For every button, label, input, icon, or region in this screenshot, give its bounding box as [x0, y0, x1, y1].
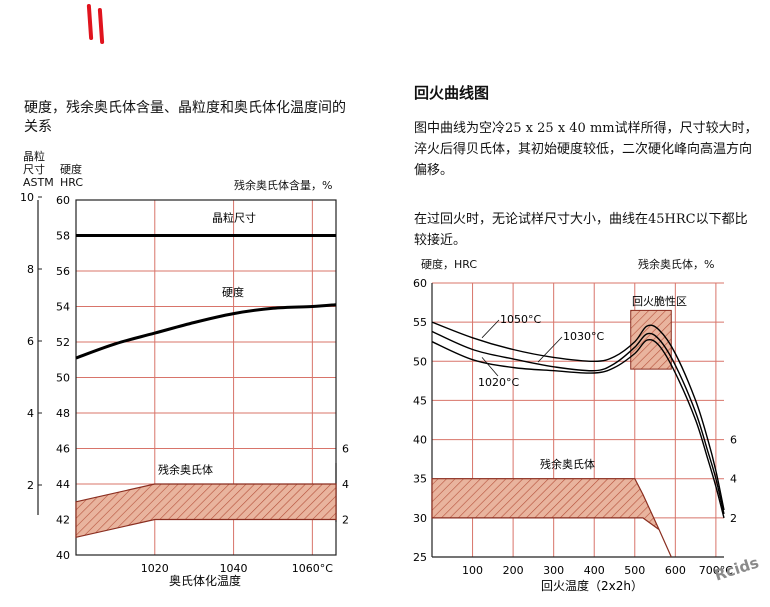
y-tick-label: 54 — [56, 301, 70, 314]
left-series-lines — [75, 233, 337, 360]
retained-tick-label: 6 — [730, 434, 737, 447]
series-label-hardness: 硬度 — [222, 285, 244, 299]
x-tick-label: 1020 — [141, 562, 169, 575]
grain-tick-label: 10 — [20, 191, 34, 204]
y-tick-label: 40 — [413, 434, 427, 447]
grain-tick-label: 8 — [27, 263, 34, 276]
left-retained-axis-label: 残余奥氏体含量，% — [234, 179, 333, 192]
right-retained-axis-label: 残余奥氏体，% — [638, 258, 715, 271]
right-tick-labels: 25 30 35 40 45 50 55 60 100 200 300 400 500 600 700°C 2… — [413, 277, 737, 577]
grain-tick-label: 4 — [27, 407, 34, 420]
series-label-1020: 1020°C — [478, 376, 519, 389]
x-tick-label: 300 — [543, 564, 564, 577]
y-tick-label: 60 — [413, 277, 427, 290]
grain-tick-label: 2 — [27, 479, 34, 492]
tempering-curve-1050 — [431, 321, 725, 511]
right-series-lines — [431, 321, 725, 519]
band-label-retained-austenite-right: 残余奥氏体 — [540, 457, 595, 471]
left-grain-axis-label: 晶粒 尺寸 ASTM — [23, 150, 54, 189]
hardness-curve — [75, 303, 337, 360]
y-tick-label: 45 — [413, 394, 427, 407]
left-retained-austenite-band — [75, 483, 337, 539]
series-label-1030: 1030°C — [563, 330, 604, 343]
left-x-axis-label: 奥氏体化温度 — [169, 573, 241, 588]
retained-tick-label: 2 — [730, 512, 737, 525]
y-tick-label: 25 — [413, 551, 427, 564]
y-tick-label: 55 — [413, 316, 427, 329]
region-label-temper-brittleness: 回火脆性区 — [632, 294, 687, 308]
x-tick-label: 100 — [462, 564, 483, 577]
y-tick-label: 48 — [56, 407, 70, 420]
tempering-curve-1020 — [431, 338, 725, 519]
x-tick-label: 200 — [503, 564, 524, 577]
x-tick-label: 1060°C — [292, 562, 333, 575]
x-tick-label: 500 — [624, 564, 645, 577]
right-x-axis-label: 回火温度（2x2h） — [541, 578, 643, 593]
right-hardness-axis-label: 硬度，HRC — [421, 258, 478, 271]
y-tick-label: 58 — [56, 230, 70, 243]
leader-line-1030 — [537, 336, 563, 363]
y-tick-label: 42 — [56, 514, 70, 527]
y-tick-label: 44 — [56, 478, 70, 491]
band-label-retained-austenite: 残余奥氏体 — [158, 462, 213, 476]
left-hardness-axis-label: 硬度 HRC — [60, 163, 84, 189]
retained-tick-label: 6 — [342, 443, 349, 456]
right-description-paragraph: 图中曲线为空冷25 x 25 x 40 mm试样所得，尺寸较大时，淬火后得贝氏体… — [414, 121, 758, 178]
leader-line-1050 — [481, 319, 500, 339]
y-tick-label: 52 — [56, 336, 70, 349]
y-tick-label: 40 — [56, 549, 70, 562]
left-chart-title: 硬度，残余奥氏体含量、晶粒度和奥氏体化温度间的关系 — [24, 100, 346, 135]
plot-frame — [75, 199, 337, 556]
series-label-grain-size: 晶粒尺寸 — [212, 210, 256, 224]
y-tick-label: 50 — [413, 355, 427, 368]
tempering-curve-1030 — [431, 330, 725, 515]
series-label-1050: 1050°C — [500, 313, 541, 326]
right-note-paragraph: 在过回火时，无论试样尺寸大小，曲线在45HRC以下都比较接近。 — [414, 212, 748, 248]
y-tick-label: 56 — [56, 265, 70, 278]
grain-tick-label: 6 — [27, 335, 34, 348]
y-tick-label: 35 — [413, 473, 427, 486]
y-tick-label: 50 — [56, 372, 70, 385]
y-tick-label: 60 — [56, 194, 70, 207]
right-section-title: 回火曲线图 — [414, 84, 490, 102]
left-grid — [37, 196, 337, 556]
x-tick-label: 1040 — [220, 562, 248, 575]
temper-brittleness-region — [630, 309, 672, 370]
leader-line-1020 — [481, 357, 499, 377]
y-tick-label: 46 — [56, 443, 70, 456]
x-tick-label: 600 — [665, 564, 686, 577]
x-tick-label: 400 — [584, 564, 605, 577]
y-tick-label: 30 — [413, 512, 427, 525]
right-retained-austenite-band — [431, 478, 672, 558]
retained-tick-label: 4 — [730, 473, 737, 486]
x-tick-label: 700°C — [699, 564, 733, 577]
retained-tick-label: 4 — [342, 478, 349, 491]
retained-tick-label: 2 — [342, 514, 349, 527]
